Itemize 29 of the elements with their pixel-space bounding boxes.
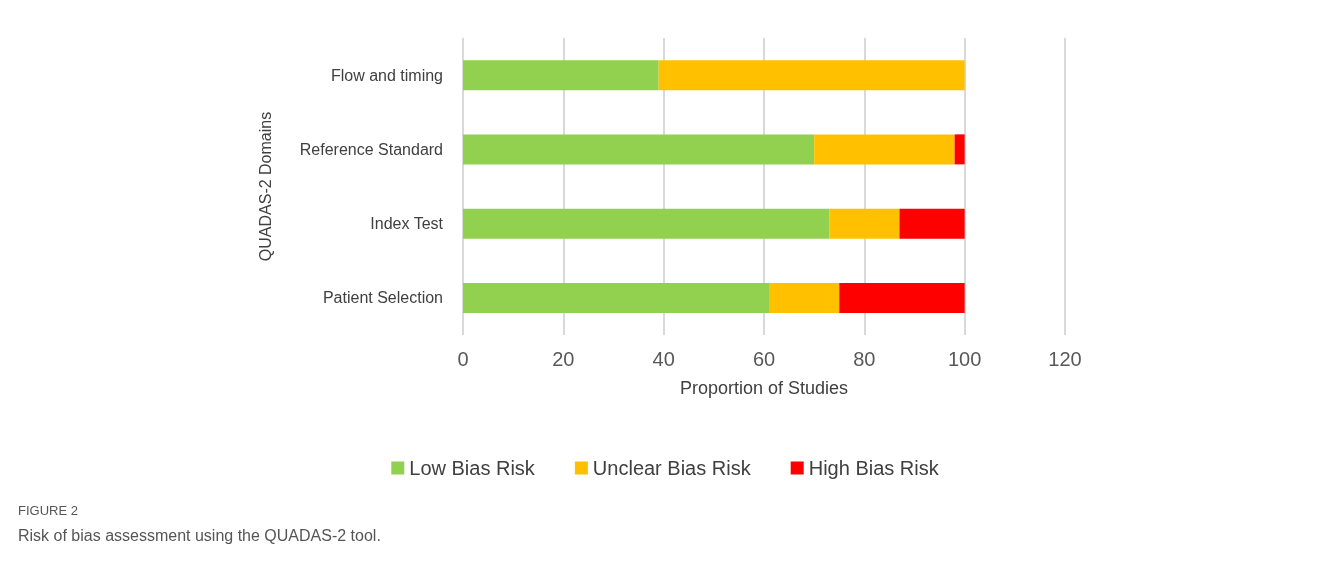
bar xyxy=(954,134,965,165)
legend-label: High Bias Risk xyxy=(808,457,940,479)
text: Risk of bias assessment using the QUADAS-2 tool. xyxy=(18,526,381,544)
y-tick-label: Flow and timing xyxy=(330,66,443,84)
bar xyxy=(899,208,965,239)
y-tick-label: Patient Selection xyxy=(322,289,443,307)
bar xyxy=(839,282,965,313)
bar xyxy=(463,60,659,91)
bar xyxy=(463,282,770,313)
x-tick-label: 0 xyxy=(457,348,469,370)
x-tick-label: 20 xyxy=(552,348,575,370)
x-tick-label: 40 xyxy=(652,348,675,370)
bar xyxy=(814,134,955,165)
caption: FIGURE 2 xyxy=(18,503,78,518)
bar xyxy=(658,60,965,91)
y-tick-label: Index Test xyxy=(370,215,444,233)
y-tick-label: Reference Standard xyxy=(299,140,443,158)
x-tick-label: 100 xyxy=(947,348,982,370)
x-tick-label: 120 xyxy=(1048,348,1082,370)
bar xyxy=(463,208,830,239)
bar xyxy=(829,208,900,239)
bar xyxy=(463,134,815,165)
legend-label: Low Bias Risk xyxy=(409,457,536,479)
legend-label: Unclear Bias Risk xyxy=(592,457,752,479)
bar xyxy=(769,282,840,313)
x-tick-label: 60 xyxy=(752,348,776,370)
x-tick-label: 80 xyxy=(853,348,876,370)
y-axis-title: QUADAS-2 Domains xyxy=(256,111,274,262)
x-axis-title: Proportion of Studies xyxy=(679,378,849,398)
